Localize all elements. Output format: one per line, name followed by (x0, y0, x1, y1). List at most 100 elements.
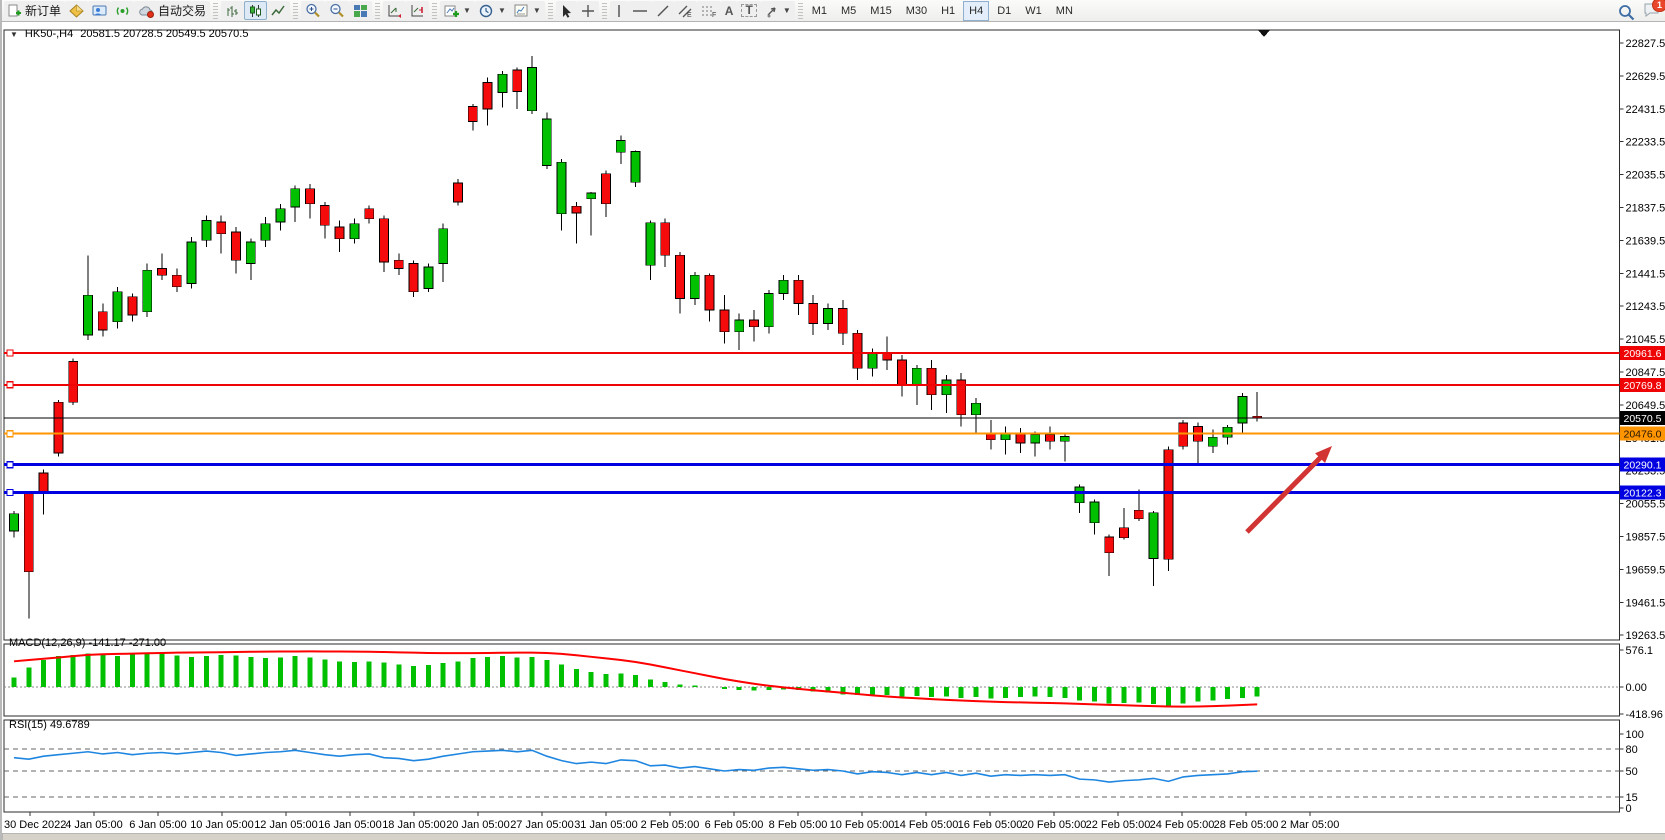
candle-up (9, 513, 19, 532)
trendline-tool-button[interactable] (651, 1, 674, 20)
market-watch-button[interactable] (65, 1, 89, 20)
bar-chart-button[interactable] (221, 1, 245, 20)
candle-up (260, 223, 271, 241)
trendline-icon (657, 4, 669, 17)
arrows-tool-button[interactable]: ▼ (760, 1, 795, 20)
price-tick-label: 20649.5 (1626, 400, 1665, 412)
candle-down (467, 106, 478, 122)
text-tool-button[interactable]: A (720, 1, 738, 20)
candle-up (823, 308, 833, 324)
trend-arrow[interactable] (1245, 455, 1323, 534)
chart-shift-button[interactable] (406, 1, 430, 20)
vertical-line-tool-button[interactable] (609, 1, 628, 20)
rsi-axis-label: 15 (1626, 792, 1638, 804)
cursor-tool-button[interactable] (555, 1, 577, 20)
candle-down (1104, 536, 1115, 554)
time-axis-label: 10 Feb 05:00 (830, 819, 895, 831)
timeframe-h4[interactable]: H4 (963, 0, 990, 21)
new-order-button[interactable]: 新订单 (4, 1, 66, 20)
text-label-tool-button[interactable]: T (737, 1, 761, 20)
price-pane[interactable] (3, 29, 1620, 641)
price-tick-label: 21639.5 (1626, 235, 1665, 247)
candle-up (275, 208, 286, 223)
symbol-dropdown-icon[interactable]: ▼ (10, 29, 18, 39)
accounts-button[interactable] (88, 1, 112, 20)
auto-scroll-button[interactable] (383, 1, 407, 20)
chevron-down-icon: ▼ (497, 6, 506, 15)
signals-button[interactable] (111, 1, 135, 20)
time-axis-label: 20 Feb 05:00 (1022, 819, 1087, 831)
candlestick-chart-button[interactable] (244, 1, 268, 20)
candle-down (1133, 509, 1144, 520)
rsi-indicator-label: RSI(15) 49.6789 (9, 719, 90, 731)
line-handle[interactable] (6, 381, 14, 389)
add-indicator-button[interactable]: ▼ (440, 1, 475, 20)
timeframe-d1[interactable]: D1 (997, 4, 1012, 17)
timeframe-m15[interactable]: M15 (870, 4, 892, 17)
text-icon: A (724, 3, 734, 18)
price-badge (1620, 346, 1665, 361)
chat-button[interactable]: 1 (1643, 0, 1665, 23)
zoom-out-button[interactable] (325, 1, 350, 20)
candle-down (453, 182, 463, 203)
fibonacci-icon: F (701, 6, 716, 18)
candle-down (571, 205, 582, 214)
candle-up (201, 220, 212, 241)
macd-pane[interactable] (3, 643, 1620, 717)
rsi-axis-label: 0 (1626, 803, 1632, 815)
timeframe-mn[interactable]: MN (1055, 4, 1073, 17)
new-order-label: 新订单 (25, 4, 62, 18)
clock-icon (479, 4, 493, 17)
time-axis-label: 8 Feb 05:00 (769, 819, 828, 831)
trend-arrow-head[interactable] (1315, 441, 1337, 464)
candle-up (586, 192, 597, 200)
candle-up (527, 67, 537, 112)
templates-button[interactable]: ▼ (509, 1, 545, 20)
chart-canvas[interactable]: 22827.5 22629.5 22431.5 22233.5 22035.5 21837… (2, 22, 1665, 840)
line-handle[interactable] (6, 460, 14, 469)
fibonacci-tool-button[interactable]: F (696, 1, 721, 20)
rsi-pane[interactable] (3, 719, 1620, 813)
line-handle[interactable] (6, 488, 14, 497)
chevron-down-icon: ▼ (782, 6, 791, 15)
candle-down (1045, 434, 1055, 442)
timeframe-m5[interactable]: M5 (841, 4, 857, 17)
rsi-axis-label: 100 (1626, 729, 1644, 741)
line-handle[interactable] (6, 430, 14, 438)
rsi-value: 49.6789 (49, 719, 90, 731)
macd-title: MACD(12,26,9) (9, 637, 86, 649)
candle-down (38, 472, 49, 494)
rsi-title: RSI(15) (9, 719, 47, 731)
equidistant-channel-tool-button[interactable]: E (673, 1, 697, 20)
timeframe-m1[interactable]: M1 (811, 4, 828, 17)
price-tick-label: 22035.5 (1626, 170, 1665, 182)
price-badge (1620, 377, 1665, 392)
periods-button[interactable]: ▼ (474, 1, 510, 20)
candle-down (512, 69, 523, 92)
candle-up (1207, 436, 1218, 447)
macd-axis-label: 576.1 (1626, 645, 1654, 657)
price-tick-label: 22233.5 (1626, 137, 1665, 149)
line-chart-button[interactable] (267, 1, 291, 20)
candle-down (719, 309, 730, 333)
candle-up (1059, 436, 1070, 442)
timeframe-m30[interactable]: M30 (905, 4, 928, 17)
chart-shift-marker-icon[interactable] (1258, 30, 1270, 37)
price-badge-label: 20122.3 (1624, 488, 1662, 500)
candle-down (749, 319, 759, 328)
timeframe-h1[interactable]: H1 (941, 4, 956, 17)
time-axis-label: 10 Jan 05:00 (190, 819, 254, 831)
horizontal-line-tool-button[interactable] (627, 1, 652, 20)
tile-windows-button[interactable] (349, 1, 373, 20)
line-handle[interactable] (6, 349, 14, 357)
signal-icon (116, 6, 129, 15)
time-axis-label: 20 Jan 05:00 (446, 819, 510, 831)
candle-up (112, 291, 123, 323)
time-axis-label: 22 Feb 05:00 (1086, 819, 1151, 831)
zoom-in-button[interactable] (301, 1, 326, 20)
timeframe-w1[interactable]: W1 (1025, 4, 1042, 17)
svg-text:F: F (712, 12, 716, 18)
search-icon[interactable] (1618, 4, 1635, 21)
autotrade-button[interactable]: 自动交易 (134, 1, 211, 20)
crosshair-tool-button[interactable] (576, 1, 599, 20)
